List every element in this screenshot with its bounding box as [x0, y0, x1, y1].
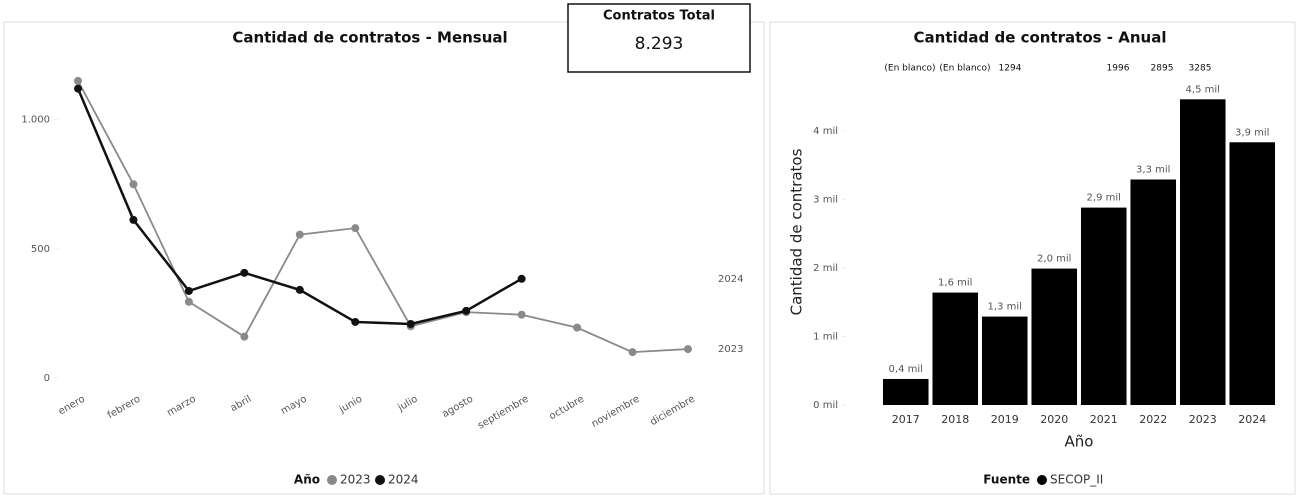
- card-value: 8.293: [635, 34, 684, 54]
- legend-title: Fuente: [983, 473, 1030, 487]
- y-tick-label: 0: [44, 373, 50, 384]
- x-tick-label: septiembre: [476, 394, 531, 432]
- point: [351, 224, 360, 233]
- y-tick-label: 500: [31, 244, 50, 255]
- point: [406, 320, 415, 329]
- point: [240, 332, 249, 341]
- y-tick-label: 4 mil: [813, 126, 838, 137]
- card-title: Contratos Total: [603, 9, 715, 24]
- value-label: 2,0 mil: [1037, 254, 1071, 265]
- annotation: 1996: [1107, 64, 1130, 74]
- point: [517, 310, 526, 319]
- point: [240, 268, 249, 277]
- bar: [1229, 142, 1276, 405]
- legend-marker: [1037, 475, 1047, 485]
- point: [129, 215, 138, 224]
- legend-label: 2023: [340, 473, 371, 487]
- point: [351, 317, 360, 326]
- y-tick-label: 3 mil: [813, 194, 838, 205]
- x-tick-label: 2018: [941, 413, 969, 426]
- x-axis-label: Año: [1065, 433, 1094, 451]
- x-tick-label: julio: [395, 394, 419, 414]
- x-tick-label: abril: [229, 394, 254, 415]
- chart-title: Cantidad de contratos - Anual: [914, 29, 1167, 47]
- bar: [1080, 207, 1127, 405]
- value-label: 4,5 mil: [1186, 84, 1220, 95]
- series-end-label: 2024: [718, 274, 743, 285]
- annotation: (En blanco): [939, 64, 990, 74]
- series-line: [77, 80, 689, 354]
- y-tick-label: 1.000: [21, 115, 50, 126]
- left-panel: [3, 21, 765, 495]
- card: [567, 3, 751, 73]
- point: [295, 230, 304, 239]
- point: [295, 285, 304, 294]
- x-tick-label: 2020: [1040, 413, 1068, 426]
- chart-title: Cantidad de contratos - Mensual: [232, 29, 507, 47]
- bar: [932, 292, 979, 405]
- annotation: (En blanco): [884, 64, 935, 74]
- bar: [1179, 99, 1226, 405]
- legend-label: SECOP_II: [1050, 473, 1103, 487]
- y-tick-label: 0 mil: [813, 400, 838, 411]
- legend-marker: [375, 475, 385, 485]
- legend-label: 2024: [388, 473, 419, 487]
- x-tick-label: febrero: [106, 394, 143, 422]
- annotation: 1294: [999, 64, 1022, 74]
- legend-title: Año: [294, 473, 320, 487]
- legend-marker: [327, 475, 337, 485]
- x-tick-label: 2022: [1139, 413, 1167, 426]
- point: [462, 306, 471, 315]
- bar: [981, 316, 1028, 405]
- point: [74, 76, 82, 85]
- x-tick-label: 2024: [1238, 413, 1266, 426]
- value-label: 0,4 mil: [889, 364, 923, 375]
- y-tick-label: 1 mil: [813, 331, 838, 342]
- right-panel: [769, 21, 1296, 495]
- bar: [1031, 268, 1078, 405]
- x-tick-label: agosto: [440, 394, 475, 420]
- value-label: 1,3 mil: [988, 302, 1022, 313]
- point: [74, 84, 82, 93]
- value-label: 3,9 mil: [1235, 127, 1269, 138]
- x-tick-label: 2021: [1090, 413, 1118, 426]
- bar: [882, 378, 929, 405]
- x-tick-label: junio: [337, 394, 364, 416]
- y-axis-label: Cantidad de contratos: [788, 148, 806, 315]
- x-tick-label: 2017: [892, 413, 920, 426]
- annotation: 2895: [1151, 64, 1174, 74]
- x-tick-label: octubre: [547, 394, 586, 423]
- point: [573, 323, 582, 332]
- series-end-label: 2023: [718, 344, 743, 355]
- x-tick-label: marzo: [165, 394, 198, 419]
- value-label: 1,6 mil: [938, 278, 972, 289]
- point: [684, 345, 692, 354]
- point: [184, 286, 193, 295]
- point: [184, 297, 193, 306]
- point: [517, 274, 526, 283]
- x-tick-label: 2019: [991, 413, 1019, 426]
- x-tick-label: enero: [57, 394, 87, 418]
- x-tick-label: noviembre: [590, 394, 642, 430]
- x-tick-label: 2023: [1189, 413, 1217, 426]
- x-tick-label: diciembre: [648, 394, 697, 428]
- value-label: 2,9 mil: [1087, 193, 1121, 204]
- annotation: 3285: [1189, 64, 1212, 74]
- value-label: 3,3 mil: [1136, 164, 1170, 175]
- point: [628, 348, 637, 357]
- bar: [1130, 179, 1177, 405]
- point: [129, 180, 138, 189]
- y-tick-label: 2 mil: [813, 263, 838, 274]
- x-tick-label: mayo: [279, 394, 309, 417]
